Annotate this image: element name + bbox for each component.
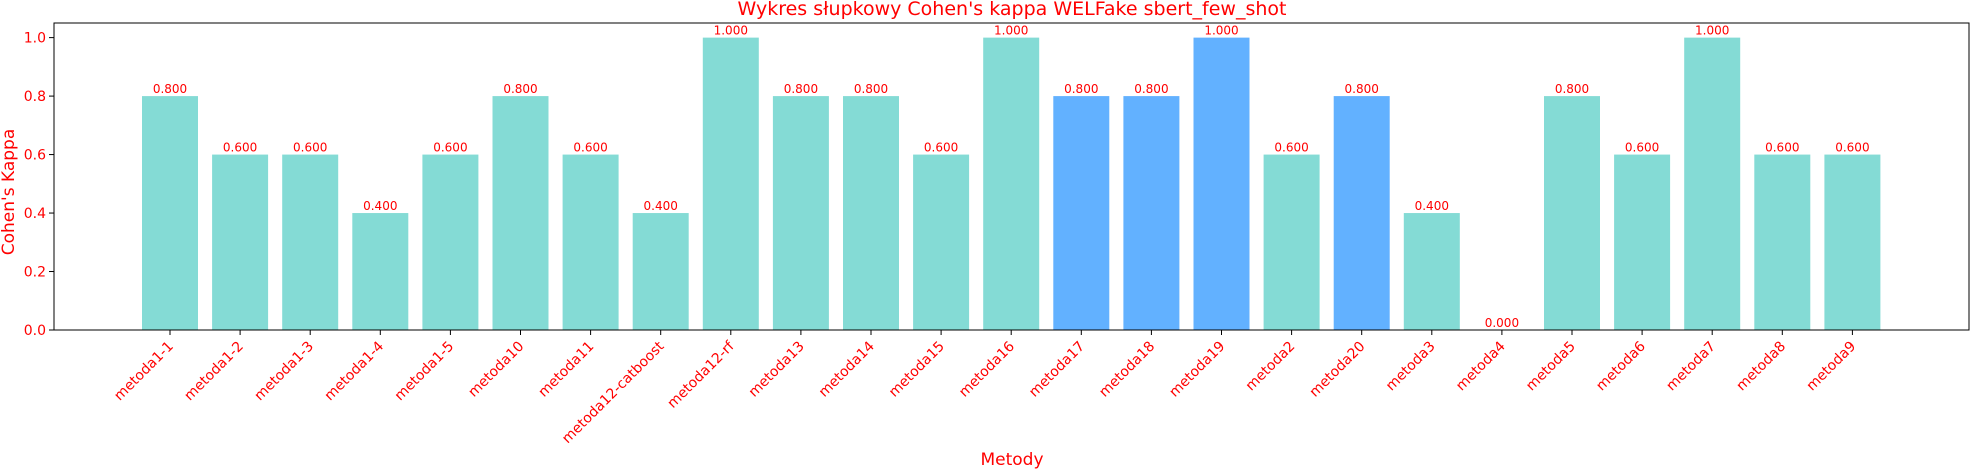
bar-metoda3 [1403,213,1460,330]
x-tick-label: metoda5 [1523,339,1579,395]
x-tick-label: metoda19 [1166,339,1228,401]
x-tick-label: metoda1-1 [111,339,177,405]
bars-group [142,37,1881,330]
bar-metoda17 [1053,96,1110,330]
bar-value-label: 0.800 [1134,82,1168,96]
bar-value-labels: 0.800 0.600 0.600 0.400 0.600 0.800 0.600 0.400… [153,24,1870,330]
x-tick-label: metoda2 [1243,339,1299,395]
bar-value-label: 1.000 [994,24,1028,38]
bar-metoda12-rf [702,37,759,330]
bar-metoda11 [562,154,619,330]
x-tick-label: metoda11 [535,339,597,401]
x-tick-label: metoda4 [1453,338,1509,394]
x-tick-label: metoda1-4 [322,338,388,404]
bar-metoda1-4 [352,213,409,330]
bar-value-label: 0.400 [1415,199,1449,213]
x-tick-label: metoda14 [816,338,878,400]
bar-metoda6 [1614,154,1671,330]
bar-metoda8 [1754,154,1811,330]
y-tick-label: 0.6 [24,148,46,164]
bar-metoda1-5 [422,154,479,330]
bar-metoda1-2 [212,154,269,330]
x-tick-label: metoda17 [1026,339,1088,401]
bar-value-label: 1.000 [1204,24,1238,38]
bar-metoda2 [1263,154,1320,330]
bar-value-label: 0.800 [503,82,537,96]
bar-value-label: 0.800 [784,82,818,96]
x-tick-label: metoda7 [1663,339,1719,395]
y-tick-label: 0.0 [24,323,46,339]
bar-metoda7 [1684,37,1741,330]
bar-metoda20 [1333,96,1390,330]
bar-value-label: 1.000 [1695,24,1729,38]
x-tick-label: metoda8 [1733,339,1789,395]
bar-metoda1-1 [142,96,198,330]
y-axis: 0.0 0.2 0.4 0.6 0.8 1.0 [24,31,54,339]
bar-metoda14 [843,96,899,330]
bar-value-label: 0.600 [924,141,958,155]
x-tick-label: metoda1-3 [252,339,318,405]
x-tick-label: metoda16 [956,338,1018,400]
bar-value-label: 0.800 [1555,82,1589,96]
bar-metoda10 [492,96,549,330]
bar-value-label: 0.800 [1064,82,1098,96]
bar-value-label: 0.600 [223,141,257,155]
bar-metoda19 [1193,37,1250,330]
bar-value-label: 0.600 [1274,141,1308,155]
x-tick-label: metoda6 [1593,338,1649,394]
bar-value-label: 0.000 [1485,316,1519,330]
bar-metoda5 [1544,96,1600,330]
x-tick-label: metoda18 [1096,339,1158,401]
x-axis: metoda1-1 metoda1-2 metoda1-3 metoda1-4 meto… [111,330,1859,447]
bar-value-label: 1.000 [714,24,748,38]
bar-value-label: 0.800 [1345,82,1379,96]
bar-value-label: 0.800 [153,82,187,96]
x-tick-label: metoda9 [1804,339,1860,395]
bar-metoda9 [1824,154,1881,330]
y-axis-label: Cohen's Kappa [0,129,19,255]
bar-metoda13 [772,96,829,330]
bar-metoda1-3 [282,154,339,330]
bar-value-label: 0.400 [644,199,678,213]
plot-frame [53,22,1970,331]
bar-metoda15 [913,154,970,330]
y-tick-label: 1.0 [24,31,46,47]
bar-value-label: 0.800 [854,82,888,96]
bar-value-label: 0.600 [1625,141,1659,155]
y-tick-label: 0.8 [24,89,46,105]
bar-metoda12-catboost [632,213,689,330]
x-axis-label: Metody [980,450,1043,470]
chart-title: Wykres słupkowy Cohen's kappa WELFake sb… [738,0,1287,20]
bar-metoda16 [983,37,1040,330]
bar-value-label: 0.600 [433,141,467,155]
x-tick-label: metoda1-2 [181,339,247,405]
x-tick-label: metoda13 [746,339,808,401]
bar-value-label: 0.600 [573,141,607,155]
x-tick-label: metoda12-rf [665,338,739,412]
bar-value-label: 0.400 [363,199,397,213]
bar-metoda18 [1123,96,1180,330]
x-tick-label: metoda10 [465,339,527,401]
bar-value-label: 0.600 [1765,141,1799,155]
y-tick-label: 0.2 [24,265,46,281]
y-tick-label: 0.4 [24,206,46,222]
bar-value-label: 0.600 [1835,141,1869,155]
x-tick-label: metoda15 [886,339,948,401]
x-tick-label: metoda20 [1307,339,1369,401]
x-tick-label: metoda3 [1383,339,1439,395]
bar-value-label: 0.600 [293,141,327,155]
x-tick-label: metoda1-5 [392,339,458,405]
